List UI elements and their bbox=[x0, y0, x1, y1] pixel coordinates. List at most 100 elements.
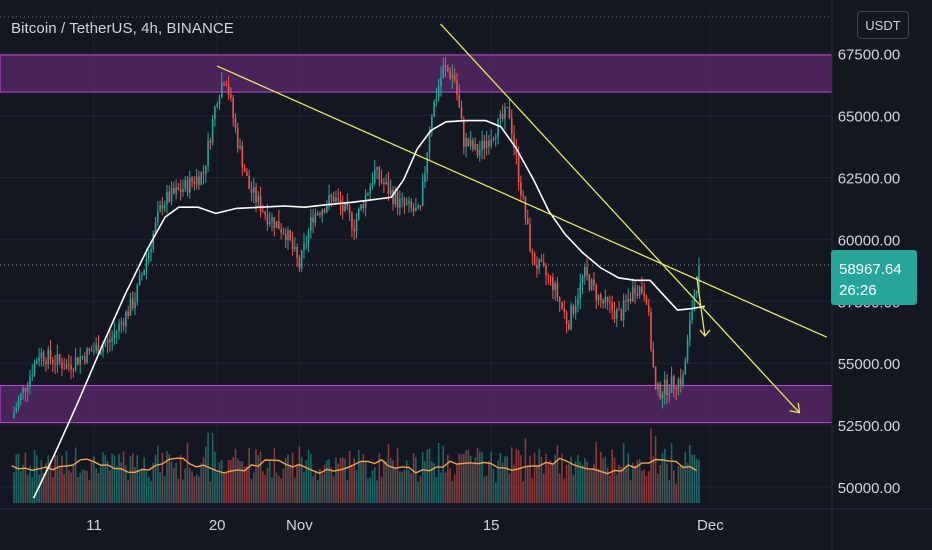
candle bbox=[698, 257, 700, 292]
candle bbox=[72, 367, 75, 378]
volume-bar bbox=[561, 453, 563, 503]
candle bbox=[682, 370, 684, 389]
volume-bar bbox=[360, 461, 362, 503]
volume-bar bbox=[517, 450, 520, 503]
candle bbox=[52, 356, 54, 372]
candle bbox=[540, 254, 543, 263]
volume-bar bbox=[670, 443, 673, 503]
candle-body bbox=[125, 311, 127, 327]
candle-body bbox=[207, 140, 209, 166]
candle bbox=[230, 87, 232, 102]
candle bbox=[284, 227, 287, 248]
candle bbox=[556, 276, 559, 302]
candle-body bbox=[472, 140, 474, 150]
volume-bar bbox=[159, 472, 161, 503]
candle-body bbox=[42, 352, 45, 362]
candle-body bbox=[145, 259, 148, 270]
candle-body bbox=[341, 205, 344, 212]
volume-bar bbox=[483, 476, 486, 503]
volume-bar bbox=[191, 471, 193, 503]
candle-body bbox=[211, 119, 214, 143]
volume-bar bbox=[556, 445, 559, 503]
candle bbox=[584, 263, 586, 285]
candle bbox=[579, 273, 582, 310]
candle-body bbox=[508, 107, 511, 119]
candle-body bbox=[627, 299, 629, 302]
candle-body bbox=[29, 376, 31, 387]
volume-bar bbox=[572, 475, 575, 503]
candle bbox=[316, 210, 319, 216]
candle bbox=[421, 173, 424, 207]
candle-body bbox=[157, 211, 159, 223]
candle bbox=[588, 273, 591, 292]
volume-bar bbox=[186, 442, 189, 503]
candle-body bbox=[410, 201, 413, 208]
volume-bar bbox=[157, 445, 159, 503]
volume-bar bbox=[577, 454, 579, 503]
volume-bar bbox=[271, 477, 273, 503]
volume-bar bbox=[542, 473, 545, 503]
volume-bar bbox=[330, 467, 333, 503]
candle bbox=[376, 166, 378, 180]
candle-body bbox=[442, 64, 445, 78]
candle-body bbox=[488, 141, 490, 147]
candle-body bbox=[218, 97, 221, 105]
candle bbox=[392, 186, 394, 211]
candle-body bbox=[526, 218, 529, 225]
candle-body bbox=[668, 392, 671, 395]
candle-body bbox=[335, 197, 337, 202]
candle-body bbox=[36, 361, 38, 364]
candle-body bbox=[298, 257, 301, 269]
volume-bar bbox=[387, 443, 390, 503]
volume-bar bbox=[401, 472, 403, 503]
candle-body bbox=[357, 208, 360, 220]
candle-body bbox=[424, 172, 426, 183]
candle bbox=[42, 350, 45, 367]
candle-body bbox=[533, 253, 536, 266]
currency-button[interactable]: USDT bbox=[857, 11, 909, 39]
candle bbox=[300, 250, 303, 273]
candle-body bbox=[481, 140, 483, 151]
candle-body bbox=[574, 305, 577, 314]
candle-body bbox=[362, 204, 365, 209]
candle-body bbox=[52, 359, 54, 364]
volume-bar bbox=[412, 453, 415, 503]
candle bbox=[214, 105, 216, 127]
volume-bar bbox=[268, 461, 271, 503]
candle-body bbox=[193, 182, 196, 185]
candle bbox=[399, 190, 401, 216]
volume-bar bbox=[698, 459, 700, 503]
candle-body bbox=[595, 285, 598, 301]
candle bbox=[405, 197, 408, 206]
candle bbox=[357, 207, 360, 221]
candle bbox=[520, 175, 522, 202]
candle bbox=[615, 307, 618, 328]
candle-body bbox=[97, 344, 100, 355]
volume-bar bbox=[131, 453, 134, 503]
candle bbox=[360, 204, 362, 212]
volume-bar bbox=[136, 455, 139, 503]
candle-body bbox=[26, 386, 29, 392]
volume-bar bbox=[138, 470, 141, 503]
candle-body bbox=[13, 412, 15, 418]
candle bbox=[531, 248, 534, 265]
volume-bar bbox=[458, 453, 461, 503]
candle-body bbox=[77, 357, 79, 365]
candle-body bbox=[296, 246, 298, 258]
candle bbox=[216, 101, 218, 109]
candle-body bbox=[463, 119, 465, 147]
volume-bar bbox=[307, 449, 310, 503]
candle-body bbox=[33, 363, 36, 376]
candle-body bbox=[536, 265, 538, 269]
candle bbox=[40, 348, 43, 367]
volume-bar bbox=[684, 451, 687, 503]
candle-body bbox=[106, 339, 109, 344]
candle-body bbox=[129, 298, 132, 316]
candle bbox=[291, 231, 294, 256]
volume-bar bbox=[252, 472, 255, 503]
candle bbox=[625, 294, 627, 313]
candle bbox=[106, 334, 109, 354]
volume-bar bbox=[264, 474, 266, 503]
volume-bar bbox=[79, 472, 81, 503]
